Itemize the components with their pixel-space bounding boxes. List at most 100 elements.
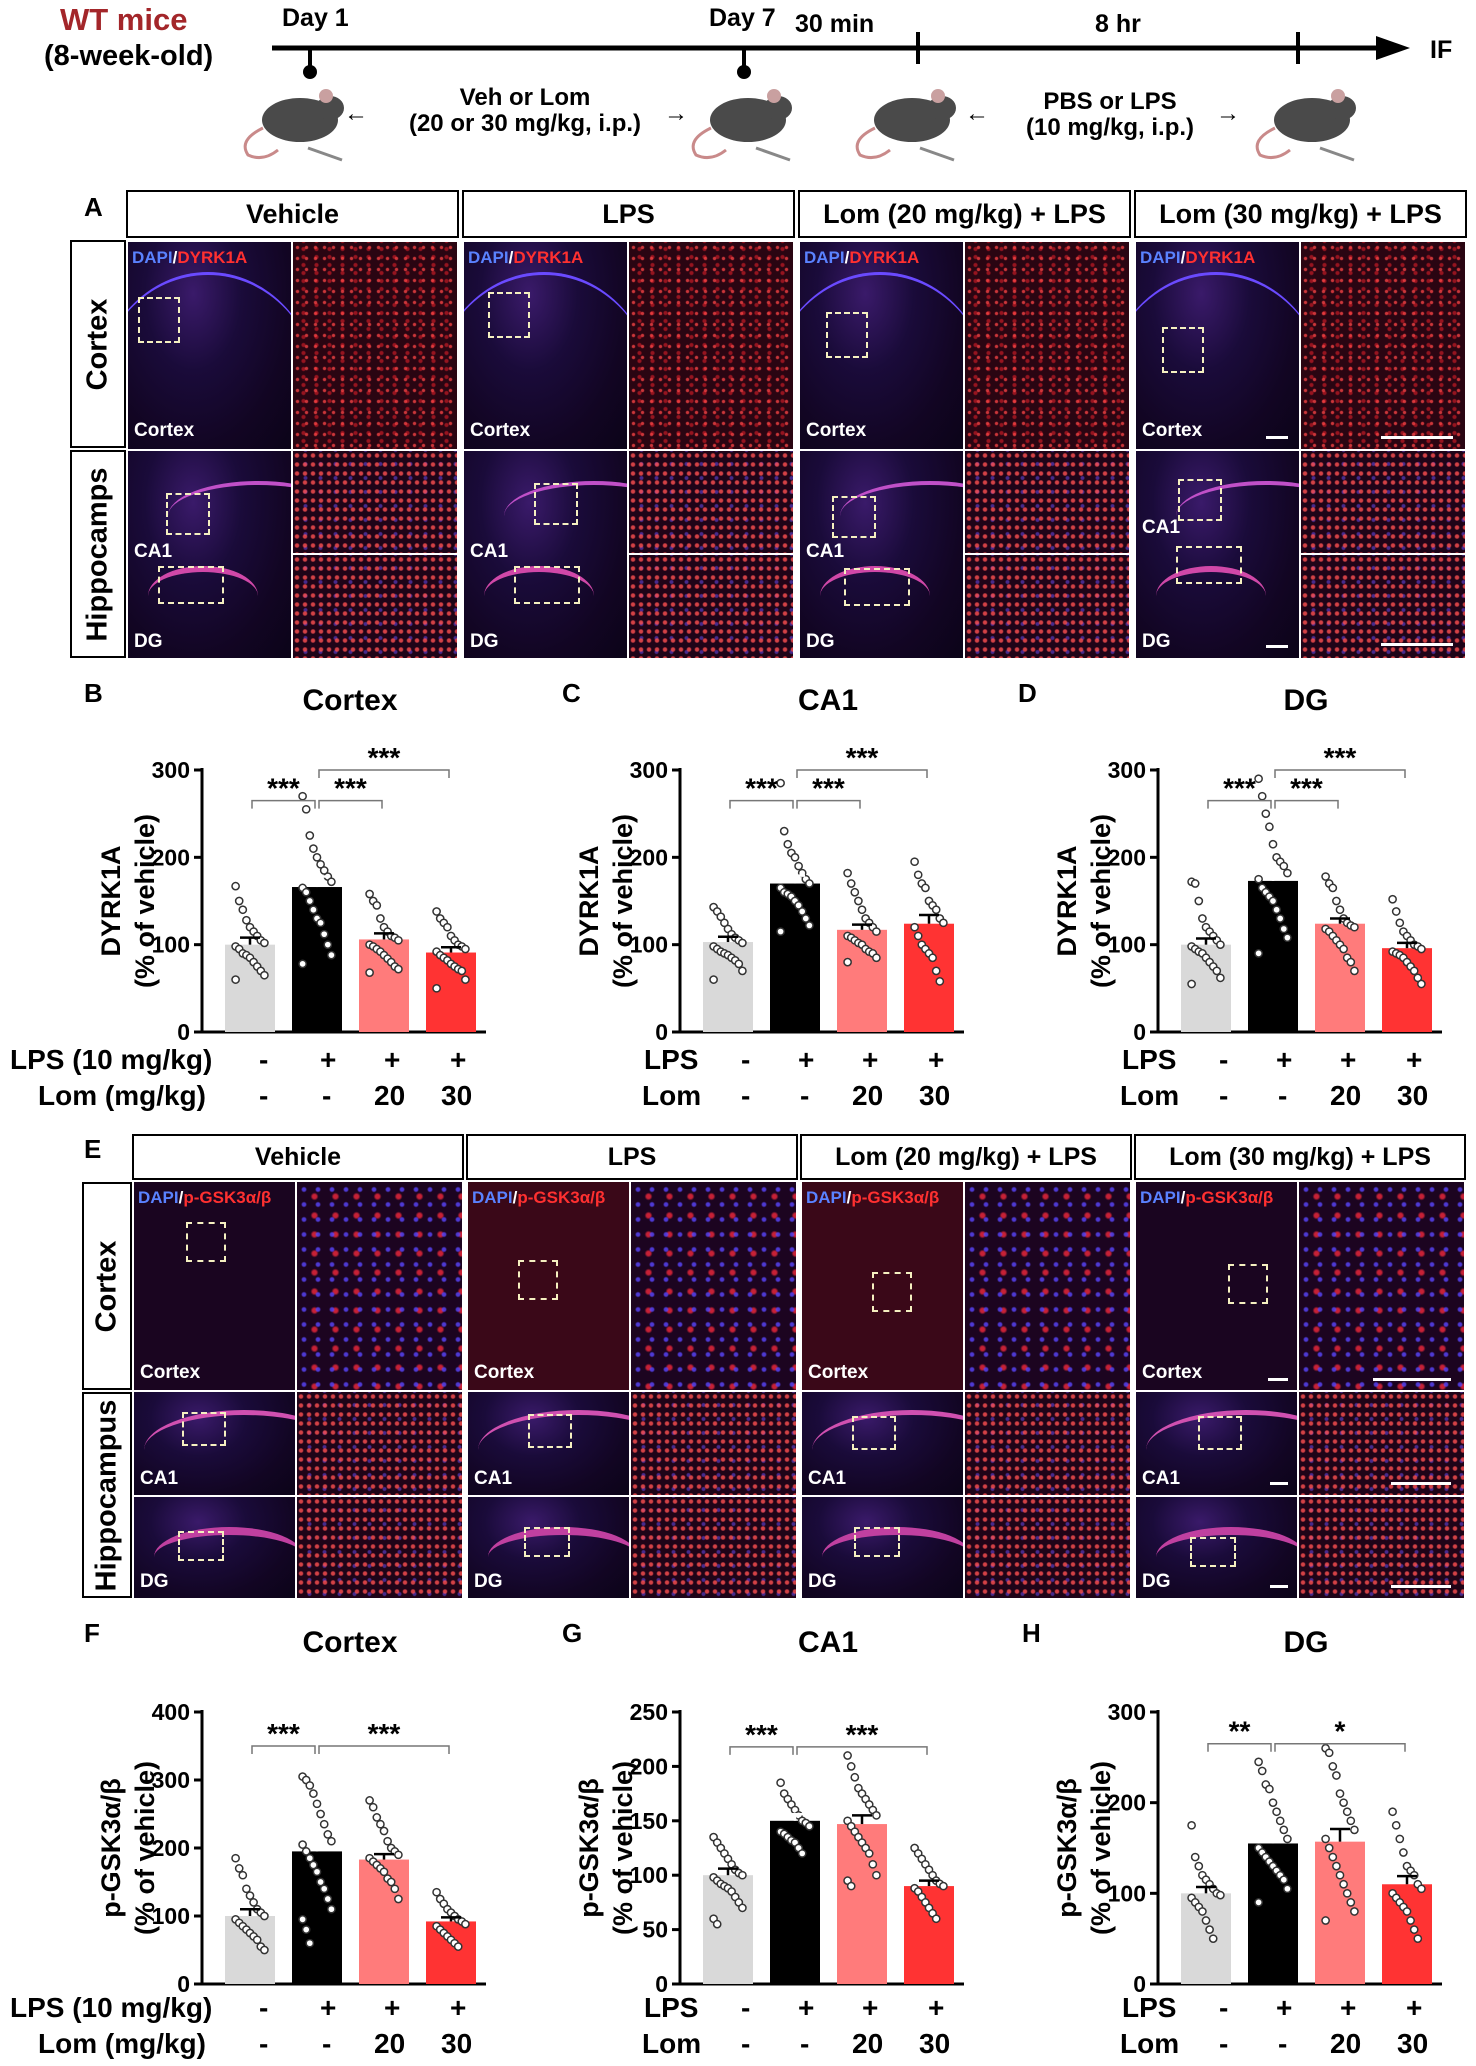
micrograph-overview: CA1 bbox=[802, 1392, 963, 1495]
significance-bracket bbox=[318, 799, 383, 809]
scale-bar bbox=[1381, 643, 1453, 646]
data-point bbox=[319, 929, 329, 939]
header-lps: LPS bbox=[466, 1134, 798, 1180]
data-point bbox=[1350, 1825, 1359, 1835]
data-point bbox=[309, 844, 318, 853]
y-tick-label: 100 bbox=[630, 1862, 668, 1888]
micrograph-zoom bbox=[297, 1392, 462, 1495]
data-point bbox=[1350, 1907, 1359, 1916]
data-point bbox=[1391, 1820, 1401, 1830]
data-point bbox=[1268, 839, 1278, 849]
micrograph-overview: DG bbox=[134, 1497, 295, 1598]
timeline-day1: Day 1 bbox=[282, 4, 349, 32]
data-point bbox=[1254, 949, 1263, 958]
data-point bbox=[234, 1864, 244, 1873]
significance-bracket bbox=[1274, 799, 1339, 809]
data-point bbox=[1332, 896, 1341, 906]
data-point bbox=[872, 927, 881, 936]
data-point bbox=[913, 931, 923, 941]
micrograph-overview: DAPI/DYRK1A Cortex bbox=[1136, 242, 1299, 449]
micrograph-overview: DAPI/p-GSK3α/β Cortex bbox=[134, 1182, 295, 1390]
data-point bbox=[1402, 1907, 1412, 1916]
timeline-30min: 30 min bbox=[795, 10, 875, 38]
mouse-icon bbox=[855, 89, 956, 162]
data-point bbox=[738, 966, 747, 976]
scale-bar bbox=[1270, 1482, 1288, 1485]
data-point bbox=[252, 1935, 262, 1945]
header-vehicle: Vehicle bbox=[132, 1134, 464, 1180]
data-point bbox=[365, 1796, 374, 1805]
significance-bracket bbox=[1274, 769, 1406, 778]
data-point bbox=[1265, 822, 1274, 832]
data-point bbox=[1342, 1807, 1352, 1817]
micrograph-zoom bbox=[965, 451, 1129, 553]
data-point bbox=[301, 1847, 311, 1856]
data-point bbox=[843, 868, 852, 878]
y-tick-label: 0 bbox=[1133, 1019, 1146, 1040]
header-lom30: Lom (30 mg/kg) + LPS bbox=[1134, 190, 1467, 238]
micrograph-overview: CA1 bbox=[1136, 1392, 1297, 1495]
micrograph-zoom bbox=[293, 451, 457, 553]
region-label-dg: DG bbox=[474, 1571, 503, 1592]
data-point bbox=[712, 1919, 722, 1929]
significance-bracket bbox=[1207, 1742, 1272, 1752]
significance-label: *** bbox=[1324, 742, 1357, 773]
data-point bbox=[242, 1884, 251, 1894]
treatment1-line1: Veh or Lom bbox=[459, 84, 591, 111]
data-point bbox=[776, 927, 785, 936]
significance-bracket bbox=[1274, 1742, 1406, 1752]
y-tick-label: 100 bbox=[1108, 1880, 1146, 1906]
micrograph-overview: DAPI/DYRK1A Cortex bbox=[128, 242, 291, 449]
data-point bbox=[709, 975, 718, 984]
data-point bbox=[1339, 944, 1348, 954]
data-point bbox=[1254, 774, 1263, 784]
significance-bracket bbox=[318, 769, 450, 778]
y-tick-label: 200 bbox=[630, 1753, 668, 1779]
micrograph-overview: CA1 bbox=[468, 1392, 629, 1495]
data-point bbox=[868, 1859, 878, 1869]
y-axis-label: DYRK1A bbox=[1052, 845, 1082, 956]
micrograph-zoom bbox=[965, 1392, 1130, 1495]
data-point bbox=[1321, 1916, 1330, 1925]
data-point bbox=[319, 1884, 329, 1894]
region-label-dg: DG bbox=[134, 631, 163, 652]
data-point bbox=[1321, 1834, 1330, 1844]
timeline-axis bbox=[272, 32, 1410, 79]
y-tick-label: 300 bbox=[1108, 757, 1146, 783]
data-point bbox=[931, 1914, 941, 1924]
region-label-dg: DG bbox=[140, 1571, 169, 1592]
panel-label-h: H bbox=[1022, 1618, 1041, 1648]
data-point bbox=[1216, 1890, 1225, 1900]
scale-bar bbox=[1266, 436, 1288, 439]
panel-label-b: B bbox=[84, 678, 103, 708]
data-point bbox=[432, 983, 441, 993]
data-point bbox=[309, 1860, 318, 1870]
data-point bbox=[316, 918, 325, 928]
data-point bbox=[910, 922, 919, 932]
y-tick-label: 0 bbox=[655, 1971, 668, 1992]
bar bbox=[904, 923, 954, 1032]
micrograph-zoom bbox=[629, 451, 793, 553]
data-point bbox=[1268, 1798, 1278, 1808]
region-label-dg: DG bbox=[808, 1571, 837, 1592]
y-tick-label: 400 bbox=[152, 1699, 190, 1725]
data-point bbox=[931, 966, 941, 976]
significance-label: *** bbox=[745, 1719, 778, 1750]
bar bbox=[1181, 1893, 1231, 1984]
significance-label: *** bbox=[812, 773, 845, 804]
data-point bbox=[1268, 896, 1278, 906]
data-point bbox=[1275, 914, 1285, 923]
region-label-cortex: Cortex bbox=[140, 1362, 201, 1383]
data-point bbox=[939, 918, 948, 928]
data-point bbox=[1391, 907, 1401, 916]
data-point bbox=[1194, 896, 1204, 906]
y-tick-label: 100 bbox=[1108, 932, 1146, 958]
lps-row-label: LPS bbox=[1122, 1992, 1177, 2023]
data-point bbox=[1413, 973, 1423, 983]
y-tick-label: 200 bbox=[152, 844, 190, 870]
data-point bbox=[1261, 809, 1271, 819]
data-point bbox=[301, 804, 311, 814]
data-point bbox=[738, 1870, 747, 1880]
